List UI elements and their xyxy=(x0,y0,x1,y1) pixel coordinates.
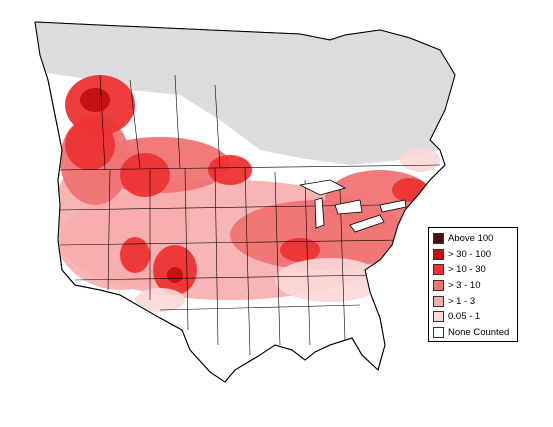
legend-label: > 1 - 3 xyxy=(448,295,476,307)
legend-item: > 1 - 3 xyxy=(433,293,514,309)
legend-item: > 10 - 30 xyxy=(433,262,514,278)
legend-label: > 10 - 30 xyxy=(448,264,486,276)
legend-label: None Counted xyxy=(448,326,510,338)
legend-label: > 30 - 100 xyxy=(448,248,492,260)
legend-swatch xyxy=(433,248,444,260)
legend-item: > 3 - 10 xyxy=(433,278,514,294)
coastline xyxy=(34,21,456,383)
legend-label: Above 100 xyxy=(448,233,494,245)
legend-label: > 3 - 10 xyxy=(448,280,481,292)
legend-swatch xyxy=(433,264,444,276)
legend-swatch xyxy=(433,295,444,307)
legend-label: 0.05 - 1 xyxy=(448,311,481,323)
legend-swatch xyxy=(433,311,444,323)
density-layer xyxy=(50,75,440,312)
no-data-region xyxy=(35,22,455,165)
great-lakes xyxy=(298,179,407,233)
legend-swatch xyxy=(433,233,444,245)
legend-item: Above 100 xyxy=(433,231,514,247)
legend: Above 100 > 30 - 100 > 10 - 30 > 3 - 10 > 1 … xyxy=(428,227,518,342)
legend-item: None Counted xyxy=(433,325,514,341)
boundary-lines xyxy=(59,74,441,356)
legend-swatch xyxy=(433,326,444,338)
legend-item: > 30 - 100 xyxy=(433,247,514,263)
legend-item: 0.05 - 1 xyxy=(433,309,514,325)
legend-swatch xyxy=(433,280,444,292)
